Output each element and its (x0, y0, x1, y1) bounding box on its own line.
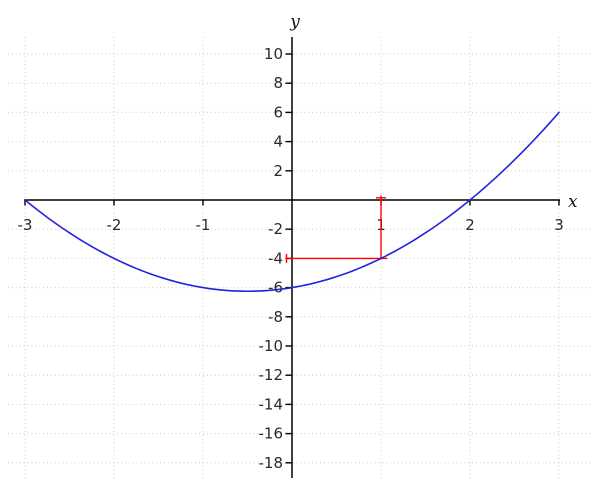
tick-labels: -3-2-1123108642-2-4-6-8-10-12-14-16-18 (18, 45, 564, 472)
x-axis-label: x (568, 192, 578, 212)
x-tick-label: -3 (18, 216, 33, 234)
y-tick-label: -6 (268, 279, 283, 297)
y-tick-label: -14 (259, 395, 284, 413)
y-tick-label: 6 (273, 103, 283, 121)
y-tick-label: -16 (259, 425, 284, 443)
y-tick-label: 10 (264, 45, 283, 63)
y-tick-label: 4 (273, 133, 283, 151)
y-tick-label: -4 (268, 249, 283, 267)
y-tick-label: -18 (259, 454, 284, 472)
x-tick-label: -1 (196, 216, 211, 234)
parabola-curve (24, 111, 560, 293)
y-tick-label: -12 (259, 366, 284, 384)
y-tick-label: -8 (268, 308, 283, 326)
function-curve (24, 111, 560, 293)
x-tick-label: 2 (465, 216, 475, 234)
y-axis-label: y (289, 12, 300, 32)
x-tick-label: 3 (554, 216, 564, 234)
x-tick-label: -2 (107, 216, 122, 234)
marker-guides (285, 195, 388, 263)
y-tick-label: -2 (268, 220, 283, 238)
axes (24, 37, 560, 478)
y-tick-label: -10 (259, 337, 284, 355)
y-tick-label: 8 (273, 74, 283, 92)
y-tick-label: 2 (273, 162, 283, 180)
